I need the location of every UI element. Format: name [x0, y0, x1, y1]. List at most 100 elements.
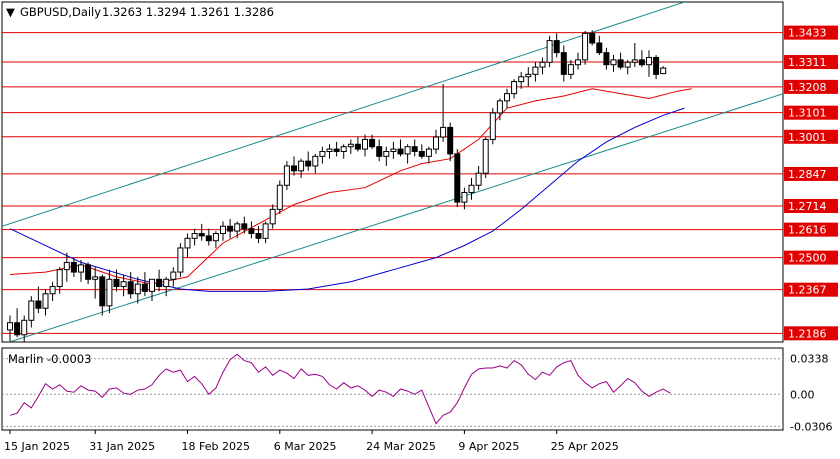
candle [603, 47, 610, 70]
candle [553, 33, 560, 58]
candle [255, 226, 262, 244]
candle-bull-body [404, 146, 411, 155]
candle-bear-body [418, 151, 425, 157]
candle [205, 228, 212, 246]
candle-bear-body [376, 146, 383, 157]
candle-bull-body [582, 32, 589, 61]
candle-bull-body [425, 148, 432, 157]
candle [425, 146, 432, 164]
candle-bear-body [369, 138, 376, 148]
candle [340, 144, 347, 159]
candle-bull-body [326, 148, 333, 153]
candle [333, 141, 340, 157]
level-tag-bg [784, 129, 838, 144]
candle [134, 276, 141, 304]
candle-bull-body [489, 112, 496, 140]
candle [141, 272, 148, 297]
candle [383, 146, 390, 166]
candle-bull-body [539, 61, 546, 68]
time-tick-label: 18 Feb 2025 [182, 440, 250, 453]
candle [567, 59, 574, 80]
candle [177, 243, 184, 277]
candle-bull-body [646, 56, 652, 66]
candle-bull-body [21, 319, 28, 336]
time-tick-label: 31 Jan 2025 [89, 440, 155, 453]
candle-bull-body [149, 278, 155, 292]
level-tag-label: 1.2186 [788, 327, 827, 340]
candle-bear-body [14, 322, 21, 336]
candle-bull-body [92, 276, 99, 280]
candle [546, 35, 553, 68]
candle-bull-body [298, 160, 305, 172]
candle [305, 151, 312, 171]
level-tag-bg [784, 222, 838, 237]
candle-bear-body [127, 281, 134, 295]
candle [56, 267, 63, 294]
candle [298, 158, 305, 179]
candle [99, 274, 106, 316]
candle [525, 67, 532, 87]
level-tag-label: 1.2847 [788, 168, 827, 181]
candle-bull-body [567, 64, 574, 75]
level-tag: 1.3433 [784, 25, 838, 40]
candle [376, 139, 383, 162]
candle [212, 231, 219, 248]
candle-bull-body [283, 165, 290, 186]
candle-bull-body [660, 67, 667, 75]
candle [262, 221, 269, 244]
level-tag: 1.3001 [784, 129, 838, 144]
candle [638, 50, 645, 68]
header-collapse-icon[interactable]: ▼ [6, 5, 15, 19]
candle-bull-body [468, 184, 475, 193]
candle [596, 35, 603, 56]
candle-bear-body [198, 232, 205, 237]
candle-bear-body [560, 52, 567, 75]
price-axis: 1.3433 1.3311 1.3208 1.3101 1.3001 1.2847 1.27… [784, 25, 838, 341]
header-ohlc: 1.3263 1.3294 1.3261 1.3286 [102, 5, 274, 19]
candle [319, 146, 326, 164]
marlin-line [9, 353, 671, 425]
candle [49, 281, 56, 302]
candle [482, 137, 489, 179]
candle-bear-body [653, 56, 660, 75]
time-tick-label: 24 Mar 2025 [366, 440, 436, 453]
candle [70, 257, 77, 277]
candle [454, 149, 461, 207]
candle [291, 156, 297, 176]
level-tag-bg [784, 326, 838, 341]
price-pane [1, 1, 784, 343]
candle [610, 55, 617, 72]
candle-bear-body [354, 143, 361, 150]
candle-bear-body [35, 300, 42, 309]
candle [21, 315, 28, 342]
candle-bear-body [617, 59, 624, 68]
candle-bull-body [191, 232, 198, 239]
channel-lower-line [7, 93, 783, 342]
candle-bear-body [589, 32, 596, 44]
level-tag-label: 1.3311 [788, 56, 827, 69]
candle [248, 221, 255, 239]
candle [447, 122, 454, 162]
candle [234, 221, 241, 239]
candle [468, 178, 475, 200]
candle [14, 308, 21, 338]
candle [418, 144, 425, 159]
candle-bull-body [28, 300, 35, 321]
marlin-tick-label: -0.0306 [790, 420, 832, 433]
level-tag: 1.3101 [784, 105, 838, 120]
candle [220, 221, 226, 241]
candle [276, 180, 283, 215]
ma-slow-line [9, 107, 685, 292]
candle [78, 260, 84, 282]
candle [631, 42, 638, 68]
candle [582, 30, 589, 65]
time-axis: 15 Jan 2025 31 Jan 2025 18 Feb 2025 6 Mar 2… [4, 430, 619, 453]
ma-fast-line [9, 88, 692, 285]
candle [362, 134, 368, 157]
candle-bull-body [496, 100, 503, 114]
candle-bull-body [269, 208, 276, 225]
candle [63, 252, 70, 282]
level-tag-label: 1.2714 [788, 200, 827, 213]
candle-bull-body [475, 172, 482, 186]
